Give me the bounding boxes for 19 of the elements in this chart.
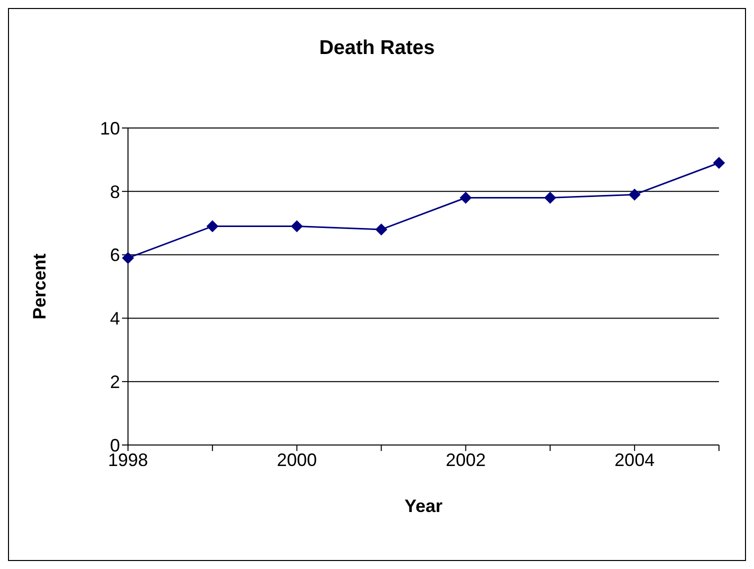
point xyxy=(460,192,472,204)
y-axis-title: Percent xyxy=(29,253,50,320)
point xyxy=(122,252,134,264)
y-tick-label: 2 xyxy=(110,372,120,392)
x-tick-label: 2004 xyxy=(614,450,655,470)
point xyxy=(628,188,641,201)
x-tick-label: 2002 xyxy=(446,450,486,470)
point xyxy=(544,192,556,204)
x-axis-title: Year xyxy=(404,496,443,516)
point xyxy=(713,156,725,169)
point xyxy=(206,220,218,232)
y-tick-label: 4 xyxy=(110,308,120,329)
point xyxy=(290,220,303,232)
y-tick-label: 10 xyxy=(100,118,120,138)
y-tick-label: 8 xyxy=(110,182,120,202)
x-tick-label: 2000 xyxy=(276,450,317,470)
point xyxy=(375,223,388,236)
chart-title: Death Rates xyxy=(318,37,436,60)
y-tick-label: 6 xyxy=(110,245,120,266)
